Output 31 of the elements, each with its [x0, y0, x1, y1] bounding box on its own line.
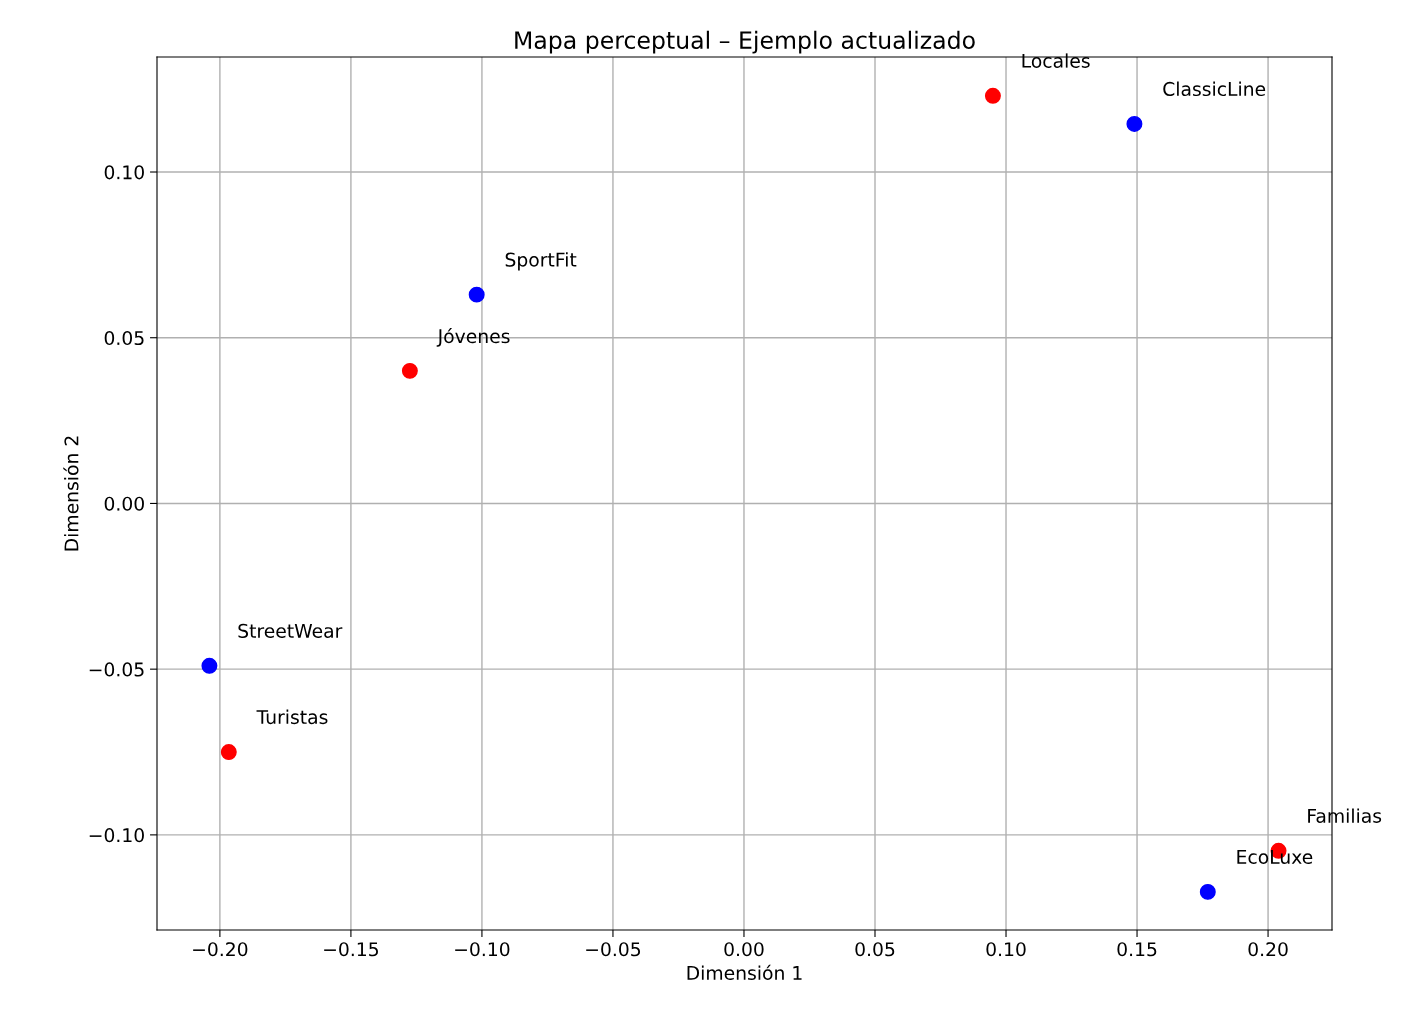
y-tick-label: −0.10	[89, 828, 144, 843]
x-tick-label: −0.10	[455, 942, 510, 957]
x-tick-label: 0.05	[855, 942, 895, 957]
x-tick-label: −0.15	[324, 942, 378, 957]
y-tick-label: 0.10	[104, 165, 144, 180]
point	[201, 657, 218, 674]
chart-title: Mapa perceptual – Ejemplo actualizado	[515, 30, 975, 54]
point	[401, 362, 418, 379]
x-tick-label: 0.10	[986, 942, 1026, 957]
y-tick-label: −0.05	[89, 662, 144, 677]
annotation: EcoLuxe	[1237, 850, 1313, 864]
point	[984, 87, 1001, 104]
point	[468, 286, 485, 303]
x-axis-title: Dimensión 1	[687, 964, 802, 981]
x-tick-label: −0.05	[586, 942, 641, 957]
annotation: Jóvenes	[436, 328, 510, 347]
x-tick-label: 0.20	[1248, 942, 1288, 957]
x-tick-label: 0.15	[1117, 942, 1157, 957]
annotation: ClassicLine	[1163, 81, 1266, 97]
y-tick-label: 0.00	[104, 496, 144, 511]
annotation: StreetWear	[238, 623, 343, 638]
point	[220, 744, 237, 760]
point	[1126, 115, 1143, 132]
annotation: Locales	[1022, 53, 1090, 68]
y-tick-label: 0.05	[104, 330, 144, 346]
x-tick-label: 0.00	[724, 942, 764, 957]
point	[1199, 883, 1216, 900]
annotation: Turistas	[256, 709, 328, 725]
annotation: SportFit	[505, 252, 577, 271]
x-tick-label: −0.20	[193, 942, 248, 957]
y-axis-title: Dimensión 2	[63, 436, 79, 551]
